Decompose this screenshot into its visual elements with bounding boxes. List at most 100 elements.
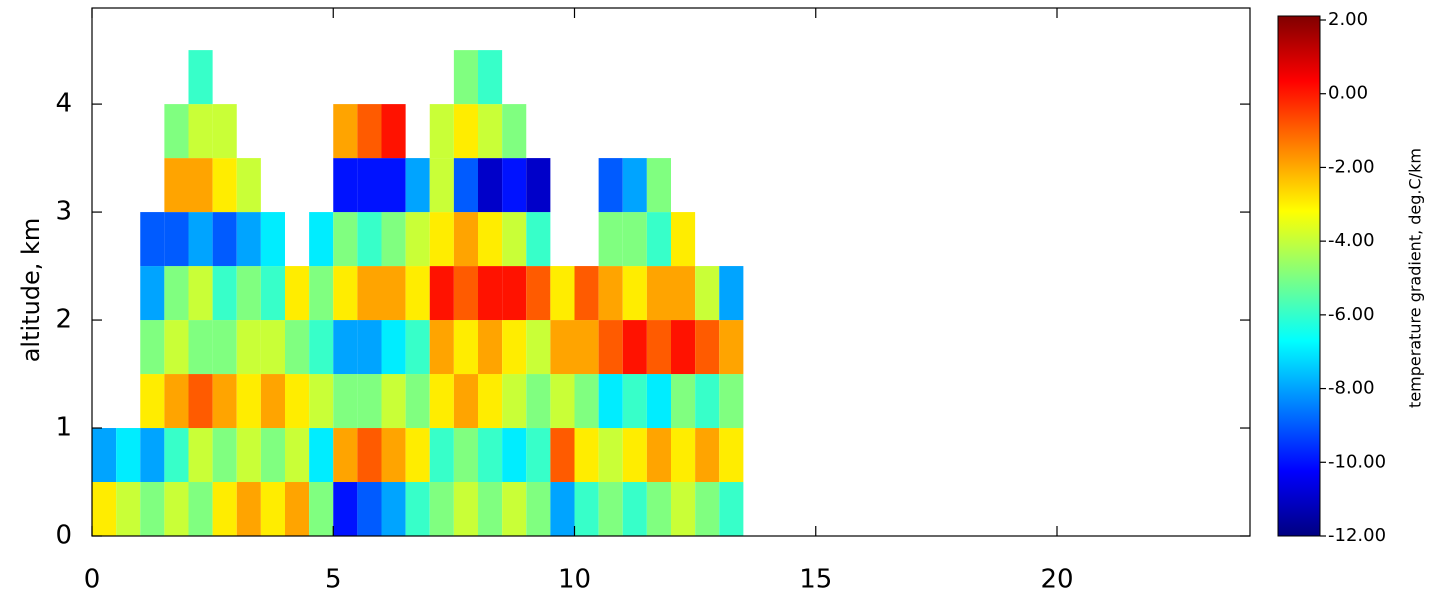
heat-cell	[212, 266, 237, 321]
heat-cell	[357, 104, 382, 159]
heat-cell	[381, 374, 406, 429]
heat-cell	[502, 482, 527, 536]
heat-cell	[333, 266, 358, 321]
heat-cell	[236, 374, 261, 429]
heat-cell	[260, 374, 285, 429]
heat-cell	[405, 482, 430, 536]
colorbar	[1277, 15, 1321, 537]
heat-cell	[550, 374, 575, 429]
heat-cell	[164, 104, 189, 159]
heat-cell	[405, 158, 430, 213]
heat-cell	[92, 428, 117, 483]
heat-cell	[646, 158, 671, 213]
heat-cell	[188, 104, 213, 159]
heat-cell	[188, 158, 213, 213]
heat-cell	[309, 428, 334, 483]
heat-cell	[695, 428, 720, 483]
x-tick-label: 10	[558, 565, 591, 595]
colorbar-tick-label: 0.00	[1328, 83, 1368, 104]
heat-cell	[622, 428, 647, 483]
heat-cell	[478, 482, 503, 536]
heat-cell	[622, 212, 647, 267]
colorbar-label: temperature gradient, deg.C/km	[1406, 148, 1425, 408]
heat-cell	[381, 428, 406, 483]
colorbar-tick-label: -10.00	[1328, 451, 1386, 472]
heat-cell	[646, 482, 671, 536]
heat-cell	[671, 212, 696, 267]
heat-cell	[646, 266, 671, 321]
heat-cell	[381, 266, 406, 321]
heat-cell	[526, 320, 551, 375]
heat-cell	[357, 320, 382, 375]
heat-cell	[333, 158, 358, 213]
colorbar-tick-label: 2.00	[1328, 9, 1368, 30]
heat-cell	[309, 320, 334, 375]
heat-cell	[164, 428, 189, 483]
heat-cell	[695, 320, 720, 375]
heat-cell	[478, 266, 503, 321]
heat-cell	[671, 266, 696, 321]
heat-cell	[622, 482, 647, 536]
heat-cell	[526, 158, 551, 213]
colorbar-tick-label: -6.00	[1328, 304, 1375, 325]
y-tick-label: 0	[55, 521, 72, 551]
heat-cell	[502, 374, 527, 429]
y-tick-label: 1	[55, 413, 72, 443]
heat-cell	[429, 320, 454, 375]
heat-cell	[357, 482, 382, 536]
heat-cell	[478, 158, 503, 213]
heat-cell	[695, 374, 720, 429]
heat-cell	[188, 374, 213, 429]
heat-cell	[671, 374, 696, 429]
heat-cell	[381, 212, 406, 267]
x-tick-label: 0	[84, 565, 101, 595]
heat-cell	[453, 266, 478, 321]
heat-cell	[116, 428, 141, 483]
heat-cell	[478, 428, 503, 483]
heat-cell	[357, 266, 382, 321]
heat-cell	[453, 212, 478, 267]
heat-cell	[285, 320, 310, 375]
heat-cell	[285, 374, 310, 429]
heat-cell	[598, 482, 623, 536]
heat-cell	[719, 266, 744, 321]
heat-cell	[478, 50, 503, 105]
heat-cell	[574, 266, 599, 321]
heat-cell	[405, 266, 430, 321]
heat-cell	[405, 428, 430, 483]
heat-cell	[622, 320, 647, 375]
heat-cell	[526, 374, 551, 429]
heat-cell	[574, 428, 599, 483]
heat-cell	[646, 320, 671, 375]
plot-frame	[91, 7, 1251, 537]
heat-cell	[453, 374, 478, 429]
heat-cell	[333, 212, 358, 267]
heat-cell	[502, 104, 527, 159]
x-tick-label: 5	[325, 565, 342, 595]
heat-cell	[140, 428, 165, 483]
heat-cell	[550, 428, 575, 483]
heat-cell	[405, 320, 430, 375]
heat-cell	[357, 212, 382, 267]
heat-cell	[164, 266, 189, 321]
heat-cell	[526, 212, 551, 267]
heat-cell	[429, 266, 454, 321]
heat-cell	[333, 482, 358, 536]
heat-cell	[381, 104, 406, 159]
heat-cell	[622, 374, 647, 429]
heat-cell	[598, 266, 623, 321]
heat-cell	[164, 158, 189, 213]
heat-cell	[140, 212, 165, 267]
heat-cell	[188, 482, 213, 536]
heat-cell	[309, 374, 334, 429]
colorbar-tick-label: -4.00	[1328, 230, 1375, 251]
heat-cell	[212, 320, 237, 375]
heat-cell	[333, 320, 358, 375]
heat-cell	[598, 212, 623, 267]
y-tick-label: 4	[55, 89, 72, 119]
heat-cell	[140, 374, 165, 429]
heat-cell	[164, 482, 189, 536]
heat-cell	[502, 212, 527, 267]
heat-cell	[212, 428, 237, 483]
heat-cell	[260, 266, 285, 321]
